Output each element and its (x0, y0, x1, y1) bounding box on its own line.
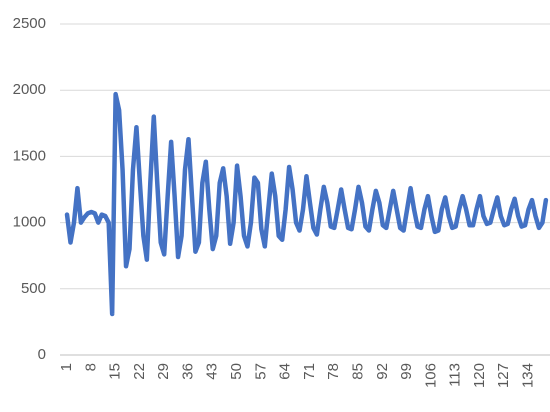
y-tick-label: 1500 (13, 147, 46, 164)
x-tick-label: 1 (58, 363, 75, 371)
x-tick-label: 113 (447, 363, 464, 387)
x-tick-label: 120 (471, 363, 488, 388)
x-tick-label: 127 (495, 363, 512, 388)
data-line (64, 91, 549, 317)
x-tick-label: 92 (374, 363, 391, 380)
x-tick-label: 43 (204, 363, 221, 380)
x-tick-label: 85 (349, 363, 366, 380)
x-tick-label: 15 (107, 363, 124, 380)
x-tick-label: 64 (277, 363, 294, 380)
x-tick-label: 36 (179, 363, 196, 380)
x-tick-label: 29 (155, 363, 172, 380)
x-tick-label: 106 (422, 363, 439, 388)
y-tick-label: 2000 (13, 81, 46, 98)
x-tick-label: 71 (301, 363, 318, 380)
y-tick-label: 0 (38, 346, 46, 363)
x-tick-label: 50 (228, 363, 245, 380)
x-tick-label: 134 (520, 363, 537, 388)
x-tick-label: 57 (252, 363, 269, 380)
y-tick-label: 500 (21, 280, 46, 297)
x-tick-label: 8 (82, 363, 99, 371)
x-tick-label: 99 (398, 363, 415, 380)
y-tick-label: 1000 (13, 214, 46, 231)
x-tick-label: 22 (131, 363, 148, 380)
x-tick-label: 78 (325, 363, 342, 380)
y-tick-label: 2500 (13, 15, 46, 32)
